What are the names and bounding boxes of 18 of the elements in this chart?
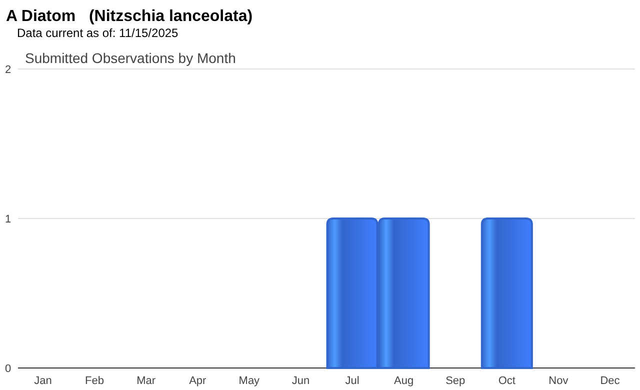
x-tick-label: Nov [548, 375, 569, 387]
y-tick-label: 2 [4, 64, 12, 76]
chart-title: A Diatom (Nitzschia lanceolata) [6, 8, 253, 25]
x-tick-label: Jul [345, 375, 360, 387]
x-tick-label: Jun [292, 375, 310, 387]
x-tick-label: Dec [600, 375, 620, 387]
y-tick-label: 0 [4, 362, 12, 375]
x-tick-label: Jan [34, 375, 52, 387]
y-tick-label: 1 [4, 213, 12, 226]
chart-subtitle: Data current as of: 11/15/2025 [17, 26, 179, 40]
text: Submitted Observations by Month [25, 50, 236, 66]
x-tick-label: Aug [394, 375, 414, 387]
x-tick-label: May [238, 375, 260, 387]
x-tick-label: Mar [136, 375, 156, 387]
x-tick-label: Feb [85, 375, 104, 387]
x-tick-label: Oct [498, 375, 516, 387]
x-tick-label: Sep [446, 375, 466, 387]
x-tick-label: Apr [189, 375, 207, 387]
